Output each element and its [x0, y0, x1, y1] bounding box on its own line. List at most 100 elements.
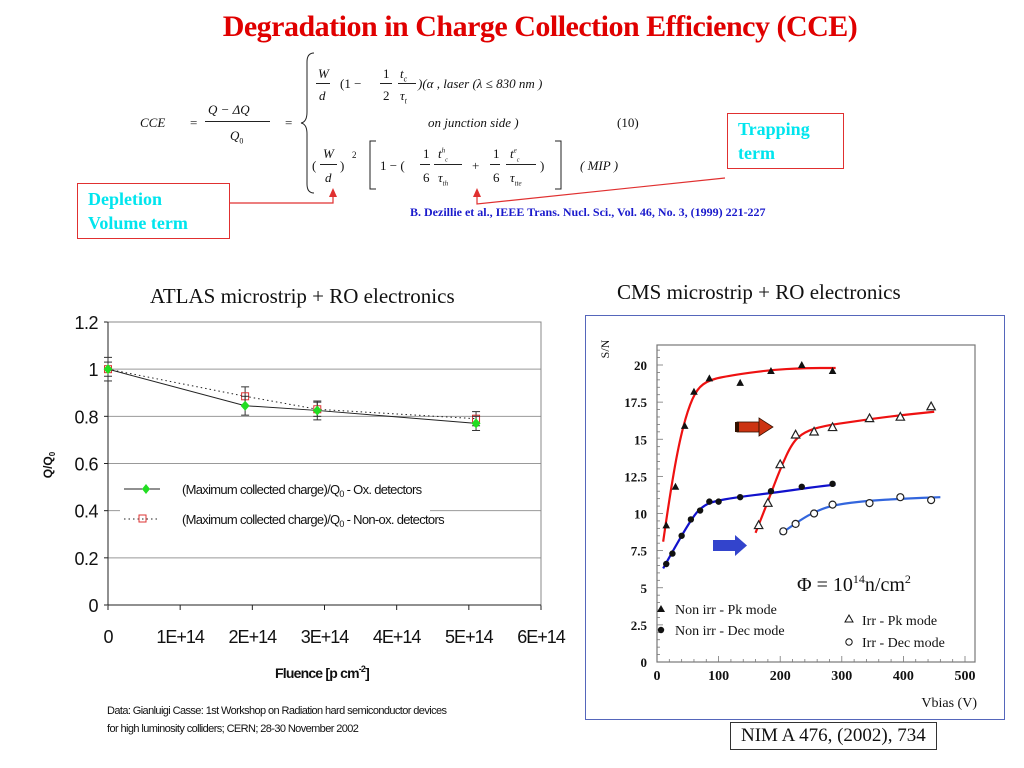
- atlas-y-tick-label: 1: [88, 360, 98, 380]
- cms-point-irr-pk: [753, 519, 764, 530]
- atlas-series-line: [107, 368, 477, 420]
- legend-label-nonox: (Maximum collected charge)/Q0 - Non-ox. …: [182, 512, 445, 529]
- eq-frac-bar: [434, 164, 462, 165]
- cms-point-irr-dec: [779, 527, 788, 536]
- eq-frac-bar: [490, 164, 500, 165]
- cms-point-irr-pk: [808, 426, 820, 436]
- cms-point-irr-pk: [774, 458, 786, 469]
- cms-x-tick-label: 0: [654, 669, 661, 684]
- cms-figure-frame: [585, 315, 1005, 720]
- cms-fit-curve: [662, 366, 836, 542]
- cms-point-irr-pk: [827, 421, 838, 432]
- eq-case1-laser: )(α , laser (λ ≤ 830 nm ): [418, 76, 543, 91]
- atlas-chart-title: ATLAS microstrip + RO electronics: [150, 284, 455, 308]
- cms-point-nonirr-dec: [706, 498, 713, 505]
- eq-case1-w: W: [318, 66, 329, 81]
- eq-case2-close: ): [340, 158, 345, 173]
- atlas-data-point-ox: [240, 400, 250, 411]
- trapping-term-callout: Trapping term: [727, 113, 844, 169]
- data-source-note: Data: Gianluigi Casse: 1st Workshop on R…: [107, 702, 447, 738]
- legend-label: Non irr - Pk mode: [675, 603, 777, 618]
- legend-item-nonirr-pk: Non irr - Pk mode: [657, 603, 777, 618]
- cms-x-tick-label: 100: [708, 669, 729, 684]
- atlas-y-tick-label: 0.2: [74, 549, 98, 569]
- cms-point-nonirr-dec: [736, 493, 744, 501]
- eq-equals-1: =: [190, 115, 198, 130]
- eq-left-brace: [300, 52, 315, 194]
- atlas-y-tick-label: 0.8: [74, 407, 98, 427]
- cms-point-nonirr-pk: [767, 366, 775, 374]
- legend-item-irr-pk: Irr - Pk mode: [844, 613, 937, 629]
- atlas-x-tick-label: 3E+14: [301, 627, 350, 647]
- cms-point-irr-pk: [925, 400, 937, 411]
- eq-case2-one2: 1: [493, 146, 500, 161]
- cms-point-nonirr-dec: [829, 480, 836, 487]
- cms-fit-curve: [779, 496, 941, 536]
- cms-point-nonirr-dec: [678, 532, 685, 539]
- cms-point-irr-dec: [809, 509, 819, 518]
- atlas-data-point-ox: [312, 405, 322, 416]
- legend-item-nonirr-dec: Non irr - Dec mode: [657, 624, 785, 639]
- eq-case2-mip: ( MIP ): [580, 158, 619, 173]
- atlas-x-tick-label: 4E+14: [373, 627, 422, 647]
- atlas-x-axis-label: Fluence [p cm-2]: [275, 664, 369, 681]
- eq-case1-two: 2: [383, 88, 390, 103]
- eq-frac-bar: [320, 164, 337, 165]
- atlas-chart: 0 0.2 0.4 0.6 0.8 1 1.2 0 1E+14 2E+14 3E+14 4E+14 5…: [41, 313, 567, 681]
- atlas-data-point-ox: [471, 418, 481, 429]
- eq-frac-bar: [420, 164, 430, 165]
- eq-case1-tau: τt: [400, 88, 407, 106]
- cms-point-nonirr-dec: [715, 498, 722, 505]
- cms-x-tick-label: 500: [955, 669, 976, 684]
- eq-frac-bar: [380, 83, 392, 84]
- legend-item-ox: (Maximum collected charge)/Q0 - Ox. dete…: [124, 482, 423, 499]
- legend-label: Irr - Dec mode: [862, 636, 945, 651]
- cms-x-tick-labels: 0 100 200 300 400 500: [654, 669, 976, 684]
- cms-point-nonirr-pk: [690, 387, 698, 395]
- atlas-y-tick-labels: 0 0.2 0.4 0.6 0.8 1 1.2: [74, 313, 99, 616]
- atlas-y-axis-label: Q/Q0: [41, 451, 57, 478]
- cms-chart-title: CMS microstrip + RO electronics: [617, 280, 901, 304]
- eq-case1-paren: (1 −: [340, 76, 362, 91]
- cms-point-nonirr-pk: [671, 482, 680, 490]
- cms-shift-arrow-red: [735, 417, 774, 437]
- cms-fit-curves: [662, 366, 941, 569]
- cms-fluence-annotation: Φ = 1014n/cm2: [797, 572, 911, 596]
- atlas-y-tick-label: 0.6: [74, 455, 98, 475]
- cms-point-nonirr-pk: [828, 366, 837, 374]
- eq-case2-one1: 1: [423, 146, 430, 161]
- atlas-data-point-ox: [103, 364, 113, 375]
- cms-point-irr-pk: [762, 497, 774, 507]
- atlas-legend: (Maximum collected charge)/Q0 - Ox. dete…: [124, 482, 446, 529]
- atlas-legend-bg: [120, 470, 430, 535]
- atlas-x-tick-label: 2E+14: [229, 627, 278, 647]
- eq-case2-bracket-content: 1 − (: [380, 158, 405, 173]
- atlas-y-tick-label: 0: [88, 596, 98, 616]
- cms-point-irr-pk: [790, 429, 801, 439]
- cms-point-nonirr-dec: [663, 560, 670, 568]
- cms-legend: Non irr - Pk mode Non irr - Dec mode Irr…: [657, 603, 945, 651]
- cms-y-tick-label: 15: [634, 432, 648, 447]
- eq-frac-bar: [205, 121, 270, 122]
- cms-y-tick-label: 2.5: [631, 618, 648, 633]
- cms-point-irr-pk: [895, 411, 906, 421]
- cms-shift-arrow-blue: [713, 535, 747, 556]
- eq-frac-bar: [506, 164, 536, 165]
- cms-point-irr-pk: [864, 412, 875, 423]
- atlas-y-tick-label: 0.4: [74, 502, 98, 522]
- atlas-x-tick-label: 0: [103, 627, 113, 647]
- eq-case2-six1: 6: [423, 170, 430, 185]
- cms-y-axis-label: S/N: [598, 339, 612, 358]
- callout-line: Depletion: [88, 189, 162, 209]
- eq-lhs: CCE: [140, 115, 166, 130]
- eq-case2-end: ): [540, 158, 545, 173]
- cms-point-nonirr-dec: [696, 507, 704, 514]
- cms-y-tick-label: 12.5: [624, 469, 647, 484]
- eq-case2-exp: 2: [352, 150, 357, 160]
- cms-point-nonirr-pk: [797, 361, 806, 368]
- eq-case2-open: (: [312, 158, 317, 173]
- eq-case2-d: d: [325, 170, 332, 185]
- atlas-x-tick-label: 5E+14: [445, 627, 494, 647]
- legend-label: Irr - Pk mode: [862, 614, 937, 629]
- eq-left-bracket: [369, 140, 376, 190]
